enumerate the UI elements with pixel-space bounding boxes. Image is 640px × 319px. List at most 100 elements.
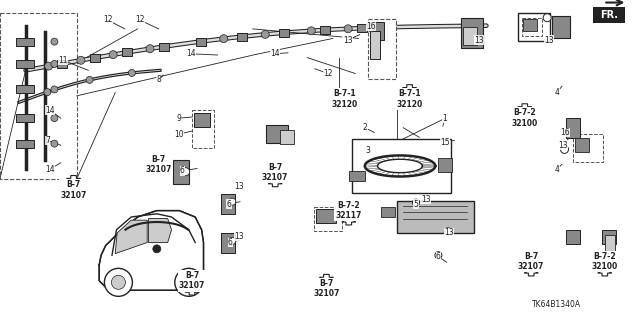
Bar [314, 207, 342, 231]
Bar [523, 19, 537, 31]
Circle shape [111, 275, 125, 289]
Text: 3: 3 [365, 145, 371, 154]
Text: 6: 6 [180, 166, 185, 175]
Text: 13: 13 [342, 35, 353, 45]
Bar [16, 114, 34, 122]
Bar [522, 18, 541, 36]
FancyArrow shape [185, 288, 199, 295]
Text: 13: 13 [234, 182, 244, 191]
Circle shape [445, 228, 451, 235]
Bar [0, 13, 77, 179]
Bar [349, 171, 365, 181]
Text: 4: 4 [554, 165, 559, 174]
Text: 8: 8 [156, 75, 161, 85]
FancyArrow shape [342, 218, 356, 225]
Bar [192, 110, 214, 148]
Circle shape [229, 237, 236, 244]
Text: 12: 12 [103, 15, 112, 25]
Text: 9: 9 [177, 114, 182, 122]
Bar [316, 209, 335, 223]
Bar [552, 16, 570, 38]
Circle shape [367, 24, 375, 32]
Circle shape [561, 145, 568, 153]
Circle shape [153, 245, 161, 253]
Circle shape [413, 199, 419, 206]
Bar [602, 230, 616, 244]
Bar [173, 160, 189, 183]
Text: B-7
32107: B-7 32107 [518, 252, 545, 271]
Text: 14: 14 [186, 49, 196, 58]
Bar [575, 138, 589, 152]
Text: B-7
32107: B-7 32107 [179, 271, 205, 290]
Text: B-7
32107: B-7 32107 [145, 155, 172, 174]
Circle shape [129, 70, 135, 77]
FancyArrow shape [518, 104, 532, 111]
Circle shape [175, 268, 203, 296]
Bar [593, 6, 625, 23]
Bar [438, 158, 452, 172]
Text: 16: 16 [366, 22, 376, 31]
Text: B-7-2
32100: B-7-2 32100 [511, 108, 538, 128]
Polygon shape [148, 219, 172, 242]
Bar [368, 19, 396, 79]
Text: TK64B1340A: TK64B1340A [532, 300, 581, 309]
Bar [196, 38, 205, 46]
Text: 2: 2 [362, 123, 367, 132]
Circle shape [104, 268, 132, 296]
Text: 1: 1 [442, 114, 447, 122]
Text: 16: 16 [560, 128, 570, 137]
Text: B-7-2
32117: B-7-2 32117 [335, 201, 362, 220]
FancyArrow shape [268, 180, 282, 187]
Bar [194, 113, 210, 127]
FancyArrow shape [159, 157, 173, 171]
Bar [58, 60, 67, 68]
Text: 13: 13 [234, 232, 244, 241]
FancyArrow shape [319, 274, 333, 282]
Circle shape [77, 56, 85, 64]
Bar [90, 54, 100, 62]
Bar [237, 33, 247, 41]
Bar [357, 24, 367, 32]
FancyArrow shape [524, 269, 538, 276]
Circle shape [44, 89, 51, 96]
Text: B-7-1
32120: B-7-1 32120 [331, 89, 358, 109]
Text: 13: 13 [420, 195, 431, 204]
Text: 6: 6 [228, 238, 233, 247]
Bar [280, 130, 294, 144]
Bar [573, 134, 603, 162]
Bar [16, 60, 34, 68]
Circle shape [344, 25, 352, 33]
Text: 5: 5 [413, 200, 419, 209]
Bar [352, 139, 451, 193]
Circle shape [182, 275, 196, 289]
Text: 13: 13 [474, 35, 484, 45]
Text: 6: 6 [436, 252, 441, 261]
Bar [221, 194, 235, 214]
Text: B-7
32107: B-7 32107 [262, 163, 289, 182]
Circle shape [51, 115, 58, 122]
Circle shape [51, 140, 58, 147]
Circle shape [435, 252, 442, 259]
Bar [16, 140, 34, 148]
Text: 13: 13 [544, 35, 554, 45]
Text: 7: 7 [45, 136, 50, 145]
Text: B-7-2
32100: B-7-2 32100 [591, 252, 618, 271]
Text: 14: 14 [270, 49, 280, 58]
Bar [370, 22, 384, 40]
Circle shape [261, 30, 269, 38]
Text: 14: 14 [45, 106, 55, 115]
Text: FR.: FR. [600, 10, 618, 19]
FancyArrow shape [403, 85, 417, 92]
Circle shape [182, 168, 189, 176]
FancyArrow shape [344, 92, 359, 106]
Circle shape [51, 38, 58, 45]
Text: 12: 12 [135, 15, 144, 25]
Text: 4: 4 [554, 88, 559, 97]
Text: 14: 14 [45, 165, 55, 174]
Bar [463, 27, 477, 45]
Text: 11: 11 [58, 56, 67, 65]
Bar [397, 201, 474, 233]
Circle shape [51, 61, 58, 67]
Text: B-7
32107: B-7 32107 [313, 279, 340, 298]
FancyArrow shape [598, 269, 612, 276]
